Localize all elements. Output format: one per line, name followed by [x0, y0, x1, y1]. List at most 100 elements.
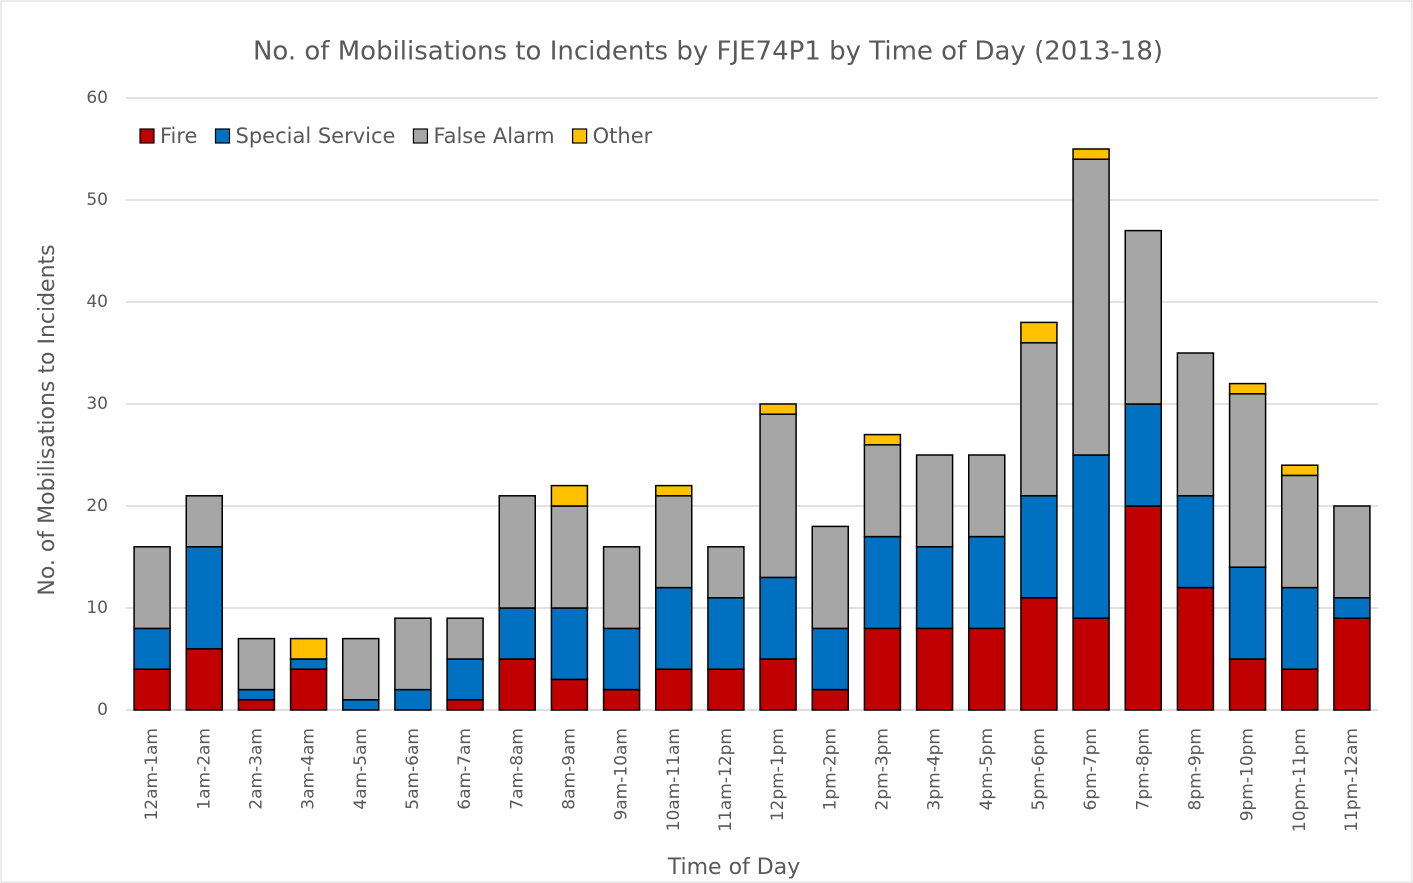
bar-segment [863, 627, 902, 711]
bar-segment [289, 668, 328, 711]
bar-segment [498, 658, 536, 711]
bar-segment [707, 597, 745, 670]
bar-segment [237, 637, 276, 691]
bar-segment [863, 444, 902, 538]
bar-segment [1176, 586, 1215, 711]
x-tick-label: 8am-9am [559, 728, 579, 810]
chart-title: No. of Mobilisations to Incidents by FJE… [253, 37, 1163, 67]
bar-segment [237, 688, 276, 701]
bar-segment [707, 668, 745, 711]
bar-segment [342, 637, 380, 701]
bar-segment [655, 484, 693, 497]
bar-segment [968, 535, 1006, 630]
x-tick-label: 11am-12pm [716, 728, 736, 832]
bar-segment [550, 484, 589, 507]
bar-segment [602, 627, 641, 691]
x-tick-label: 11pm-12am [1342, 728, 1362, 832]
y-axis-title: No. of Mobilisations to Incidents [35, 244, 60, 595]
bar-segment [1176, 495, 1215, 589]
x-tick-label: 5am-6am [403, 728, 423, 810]
bar-segment [811, 627, 849, 691]
bar-segment [498, 607, 536, 660]
bar-segment [185, 648, 223, 711]
x-tick-label: 6pm-7pm [1081, 728, 1101, 810]
bar-segment [1228, 393, 1267, 568]
x-axis-title: Time of Day [667, 855, 800, 880]
y-tick-label: 30 [86, 394, 108, 414]
bar-segment [446, 658, 484, 701]
bar-segment [498, 495, 536, 609]
bar-segment [863, 535, 902, 630]
bar-segment [1020, 597, 1058, 711]
y-tick-label: 50 [86, 190, 108, 210]
bar-segment [1333, 617, 1371, 711]
x-tick-label: 7pm-8pm [1133, 728, 1153, 810]
bar-segment [133, 546, 171, 630]
bar-segment [1124, 229, 1162, 405]
bar-segment [289, 637, 328, 660]
bar-segment [1176, 352, 1215, 497]
x-tick-label: 9am-10am [612, 728, 632, 821]
legend-label: Other [593, 124, 653, 148]
bar-segment [968, 454, 1006, 538]
bar-segment [655, 495, 693, 589]
legend-label: Special Service [235, 124, 395, 148]
bar-segment [185, 546, 223, 650]
bar-segment [1228, 382, 1267, 395]
x-tick-label: 1am-2am [194, 728, 214, 810]
y-tick-label: 0 [97, 700, 108, 720]
bar-segment [811, 688, 849, 711]
x-tick-label: 4pm-5pm [977, 728, 997, 810]
x-tick-label: 5pm-6pm [1029, 728, 1049, 810]
bar-segment [602, 688, 641, 711]
bar-segment [1124, 505, 1162, 711]
x-tick-label: 9pm-10pm [1238, 728, 1258, 821]
x-tick-label: 10am-11am [664, 728, 684, 831]
bar-segment [1072, 148, 1110, 160]
bar-segment [1228, 566, 1267, 660]
y-tick-label: 20 [86, 496, 108, 516]
bar-segment [185, 495, 223, 548]
x-tick-label: 8pm-9pm [1185, 728, 1205, 810]
bar-segment [1333, 505, 1371, 599]
bar-segment [602, 546, 641, 630]
bar-segment [1072, 454, 1110, 619]
bar-segment [707, 546, 745, 599]
x-tick-label: 3am-4am [299, 728, 319, 810]
x-tick-label: 2pm-3pm [872, 728, 892, 810]
x-tick-label: 12pm-1pm [768, 728, 788, 821]
bar-segment [1020, 495, 1058, 599]
bar-segment [550, 607, 589, 681]
bar-segment [759, 403, 797, 415]
bar-segment [289, 658, 328, 670]
x-tick-label: 2am-3am [246, 728, 266, 810]
bar-segment [655, 586, 693, 670]
bar-segment [1072, 158, 1110, 456]
x-tick-label: 6am-7am [455, 728, 475, 810]
bar-segment [394, 617, 432, 691]
bar-segment [655, 668, 693, 711]
x-tick-label: 12am-1am [142, 728, 162, 821]
x-tick-label: 10pm-11pm [1290, 728, 1310, 832]
bar-segment [1072, 617, 1110, 711]
bar-segment [915, 454, 954, 548]
bar-segment [1228, 658, 1267, 711]
bar-segment [1281, 474, 1319, 589]
legend-swatch [139, 128, 155, 144]
bar-segment [759, 576, 797, 660]
y-tick-label: 40 [86, 292, 108, 312]
legend-swatch [412, 128, 429, 144]
y-tick-label: 60 [86, 88, 108, 108]
bar-segment [550, 678, 589, 711]
bar-segment [342, 699, 380, 711]
bar-segment [1281, 464, 1319, 477]
bar-segment [863, 433, 902, 446]
bar-segment [1333, 597, 1371, 619]
bar-segment [915, 546, 954, 630]
x-tick-label: 3pm-4pm [925, 728, 945, 810]
bar-segment [759, 413, 797, 579]
legend-swatch [214, 128, 231, 144]
bar-segment [446, 617, 484, 660]
legend-swatch [572, 128, 588, 144]
